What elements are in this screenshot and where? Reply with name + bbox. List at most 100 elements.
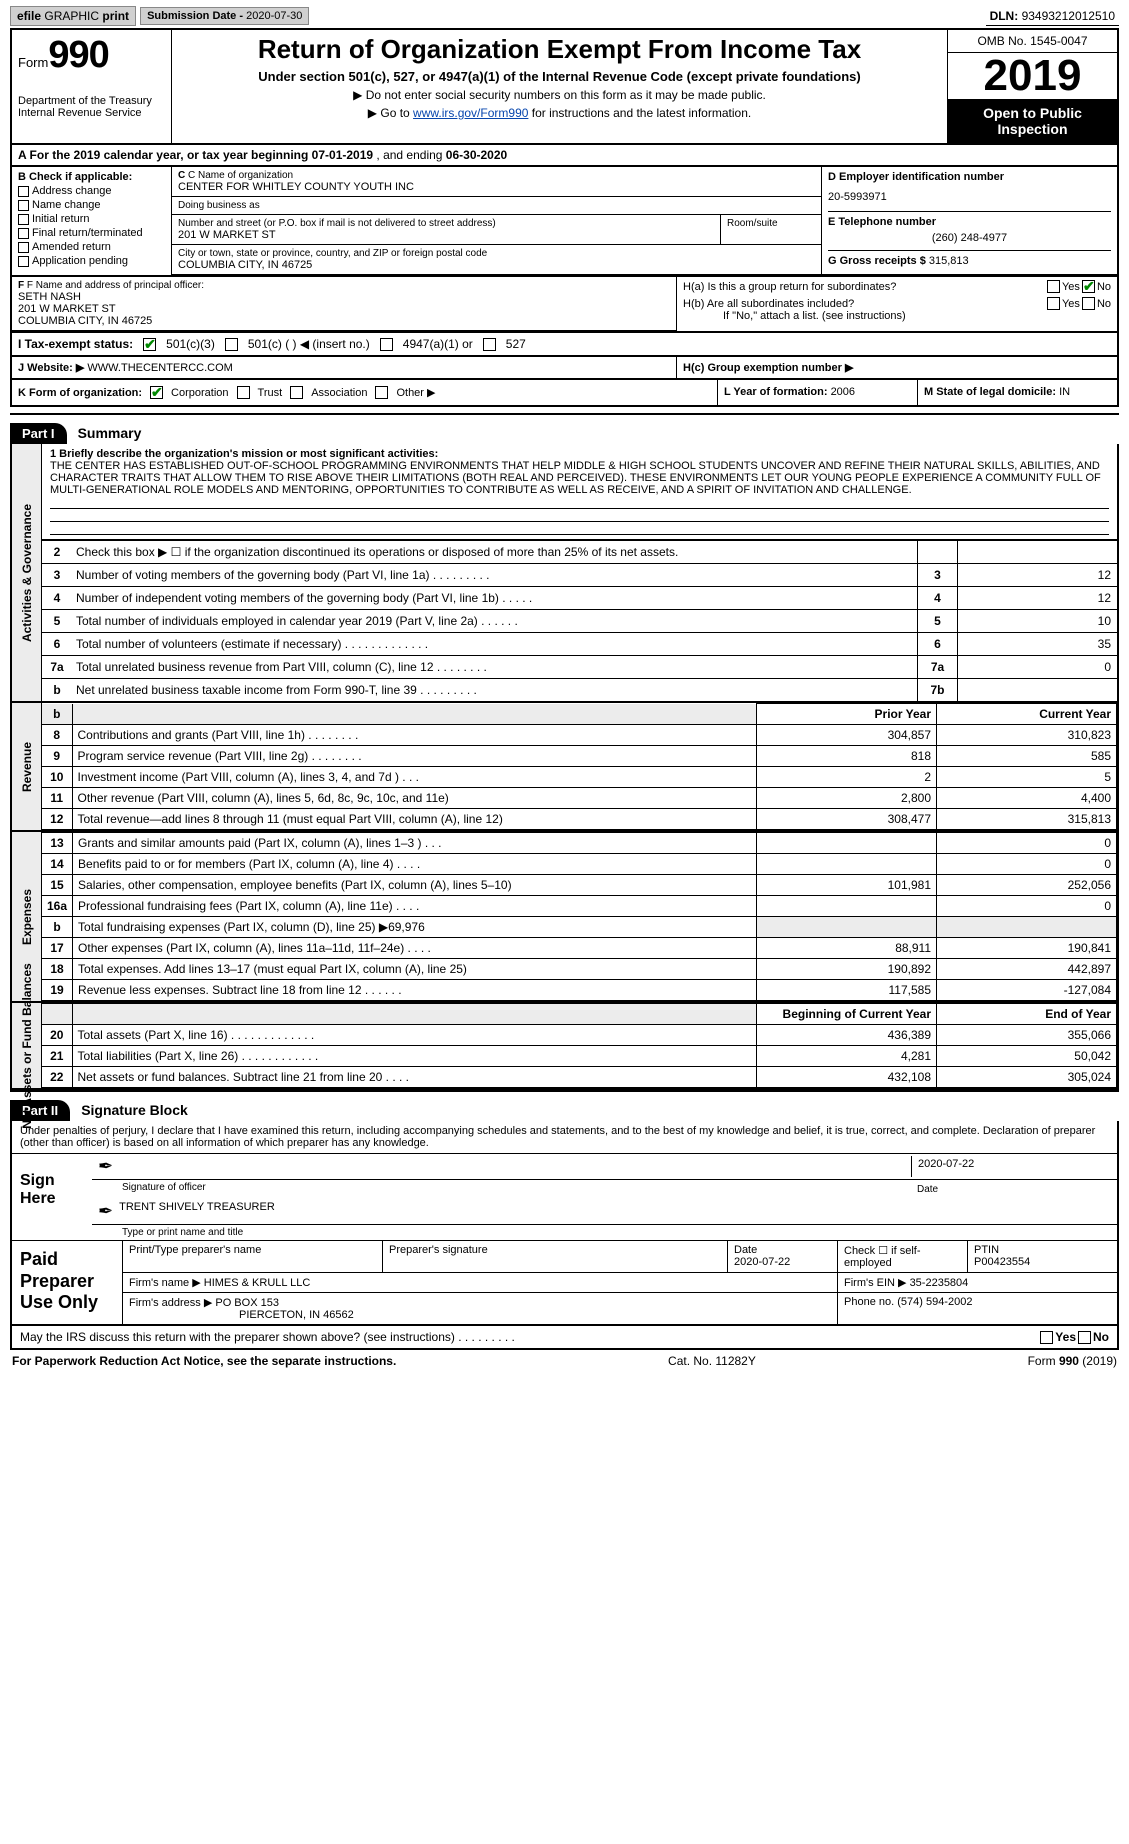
prep-name-hdr: Print/Type preparer's name [122,1241,382,1272]
discuss-row: May the IRS discuss this return with the… [10,1326,1119,1350]
h-a-yes[interactable] [1047,280,1060,293]
gov-row: bNet unrelated business taxable income f… [42,678,1117,701]
firm-addr: Firm's address ▶ PO BOX 153PIERCETON, IN… [122,1293,837,1324]
expenses-table: 13Grants and similar amounts paid (Part … [42,832,1117,1001]
box-b-header: B Check if applicable: [18,171,165,183]
table-row: 19Revenue less expenses. Subtract line 1… [42,980,1117,1001]
h-a-no[interactable] [1082,280,1095,293]
chk-amended-return[interactable]: Amended return [18,241,165,253]
form-note-1: ▶ Do not enter social security numbers o… [180,88,939,102]
gross-receipts-cell: G Gross receipts $ 315,813 [828,255,1111,267]
open-inspection-badge: Open to Public Inspection [948,99,1117,143]
gov-row: 4Number of independent voting members of… [42,586,1117,609]
year-formation: L Year of formation: 2006 [717,380,917,405]
arrow-icon: ✒ [98,1156,113,1177]
room-cell: Room/suite [721,215,821,244]
chk-address-change[interactable]: Address change [18,185,165,197]
prep-date: Date2020-07-22 [727,1241,837,1272]
city-cell: City or town, state or province, country… [172,245,821,274]
vtab-revenue: Revenue [12,703,42,830]
h-b-yes[interactable] [1047,297,1060,310]
group-exemption-cell: H(c) Group exemption number ▶ [677,357,1117,378]
gov-row: 2Check this box ▶ ☐ if the organization … [42,540,1117,563]
efile-button[interactable]: efile GRAPHIC print [10,6,136,26]
omb-number: OMB No. 1545-0047 [948,30,1117,53]
street-cell: Number and street (or P.O. box if mail i… [172,215,721,244]
chk-corp[interactable] [150,386,163,399]
part-2-title: Signature Block [73,1099,196,1121]
discuss-no[interactable] [1078,1331,1091,1344]
form-number: Form990 [18,34,165,77]
gov-row: 3Number of voting members of the governi… [42,563,1117,586]
firm-ein: Firm's EIN ▶ 35-2235804 [837,1273,1117,1292]
table-row: 20Total assets (Part X, line 16) . . . .… [42,1025,1117,1046]
prep-self-emp: Check ☐ if self-employed [837,1241,967,1272]
h-b-no[interactable] [1082,297,1095,310]
firm-name: Firm's name ▶ HIMES & KRULL LLC [122,1273,837,1292]
table-row: 9Program service revenue (Part VIII, lin… [42,746,1117,767]
table-row: 8Contributions and grants (Part VIII, li… [42,725,1117,746]
netassets-table: Beginning of Current YearEnd of Year 20T… [42,1003,1117,1088]
page-footer: For Paperwork Reduction Act Notice, see … [10,1350,1119,1368]
gov-row: 6Total number of volunteers (estimate if… [42,632,1117,655]
table-row: 18Total expenses. Add lines 13–17 (must … [42,959,1117,980]
sig-officer-line [119,1156,911,1177]
chk-other[interactable] [375,386,388,399]
table-row: bTotal fundraising expenses (Part IX, co… [42,917,1117,938]
chk-initial-return[interactable]: Initial return [18,213,165,225]
arrow-icon: ✒ [98,1201,113,1222]
dln-label: DLN: 93493212012510 [986,7,1119,26]
prep-ptin: PTINP00423554 [967,1241,1117,1272]
chk-trust[interactable] [237,386,250,399]
part-1-header: Part I [10,423,67,444]
gov-row: 7aTotal unrelated business revenue from … [42,655,1117,678]
sig-intro: Under penalties of perjury, I declare th… [12,1121,1117,1154]
chk-4947[interactable] [380,338,393,351]
officer-cell: F F Name and address of principal office… [12,277,676,331]
phone-cell: E Telephone number (260) 248-4977 [828,216,1111,251]
mission-block: 1 Briefly describe the organization's mi… [42,444,1117,540]
table-row: 21Total liabilities (Part X, line 26) . … [42,1046,1117,1067]
box-h: H(a) Is this a group return for subordin… [677,277,1117,331]
part-1-title: Summary [70,422,150,444]
ein-cell: D Employer identification number 20-5993… [828,171,1111,212]
table-row: 22Net assets or fund balances. Subtract … [42,1067,1117,1088]
sign-here-label: Sign Here [12,1154,92,1240]
chk-name-change[interactable]: Name change [18,199,165,211]
revenue-table: bPrior YearCurrent Year 8Contributions a… [42,703,1117,830]
form-subtitle: Under section 501(c), 527, or 4947(a)(1)… [180,69,939,84]
form-of-org: K Form of organization: Corporation Trus… [12,380,717,405]
instructions-link[interactable]: www.irs.gov/Form990 [413,106,528,120]
chk-app-pending[interactable]: Application pending [18,255,165,267]
form-note-2: ▶ Go to www.irs.gov/Form990 for instruct… [180,106,939,120]
table-row: 15Salaries, other compensation, employee… [42,875,1117,896]
sig-officer-label: Signature of officer [122,1182,206,1193]
form-title: Return of Organization Exempt From Incom… [180,34,939,65]
dept-label: Department of the TreasuryInternal Reven… [18,95,165,119]
box-b: B Check if applicable: Address change Na… [12,167,172,275]
state-domicile: M State of legal domicile: IN [917,380,1117,405]
table-row: 10Investment income (Part VIII, column (… [42,767,1117,788]
table-row: 17Other expenses (Part IX, column (A), l… [42,938,1117,959]
table-row: 12Total revenue—add lines 8 through 11 (… [42,809,1117,830]
table-row: 11Other revenue (Part VIII, column (A), … [42,788,1117,809]
table-row: 13Grants and similar amounts paid (Part … [42,833,1117,854]
prep-sig-hdr: Preparer's signature [382,1241,727,1272]
vtab-governance: Activities & Governance [12,444,42,701]
discuss-yes[interactable] [1040,1331,1053,1344]
tax-exempt-row: I Tax-exempt status: 501(c)(3) 501(c) ( … [10,333,1119,357]
chk-final-return[interactable]: Final return/terminated [18,227,165,239]
form-header: Form990 Department of the TreasuryIntern… [10,28,1119,145]
chk-501c[interactable] [225,338,238,351]
org-name-cell: C C Name of organization CENTER FOR WHIT… [172,167,821,197]
tax-year: 2019 [948,51,1117,101]
chk-501c3[interactable] [143,338,156,351]
submission-date-button[interactable]: Submission Date - 2020-07-30 [140,7,309,25]
sig-name: TRENT SHIVELY TREASURER [119,1201,1111,1222]
chk-527[interactable] [483,338,496,351]
tax-period-row: A For the 2019 calendar year, or tax yea… [10,145,1119,167]
chk-assoc[interactable] [290,386,303,399]
dba-cell: Doing business as [172,197,821,215]
topbar: efile GRAPHIC print Submission Date - 20… [10,6,1119,26]
gov-row: 5Total number of individuals employed in… [42,609,1117,632]
